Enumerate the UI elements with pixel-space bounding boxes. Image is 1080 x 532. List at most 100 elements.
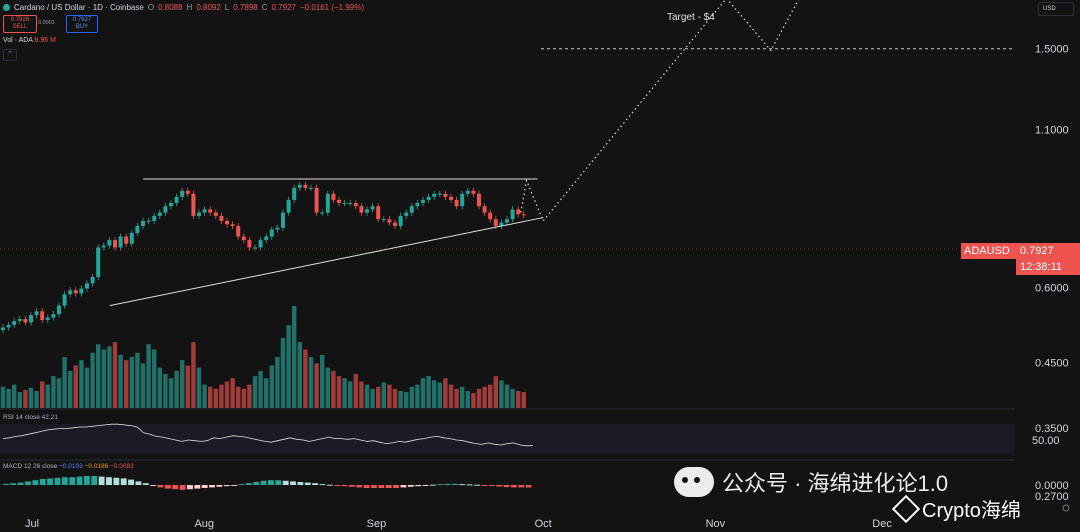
price-axis-label: 1.5000 (1035, 44, 1069, 56)
volume-bar (370, 388, 375, 408)
low-value: 0.7898 (233, 2, 258, 12)
macd-histogram-bar (201, 485, 208, 488)
symbol-header: Cardano / US Dollar · 1D · Coinbase O 0.8… (0, 0, 364, 14)
candle-body (113, 240, 117, 248)
candle-body (213, 212, 218, 216)
macd-histogram-bar (378, 485, 385, 488)
buy-button[interactable]: 0.7927 BUY (66, 15, 98, 33)
wechat-icon (674, 467, 714, 497)
volume-bar (124, 360, 129, 408)
price-axis-label: 0.4500 (1035, 358, 1069, 370)
candle-body (309, 187, 313, 189)
macd-histogram-bar (275, 480, 282, 485)
candle-body (398, 215, 403, 227)
volume-bar (476, 388, 482, 408)
candle-body (73, 290, 78, 294)
macd-histogram-bar (518, 485, 525, 488)
candle-body (1, 327, 5, 331)
volume-bar (415, 384, 420, 408)
candle-body (23, 319, 28, 323)
macd-histogram-bar (128, 479, 134, 485)
volume-bar (320, 354, 325, 408)
projection-path (520, 0, 800, 223)
candle-body (393, 222, 397, 227)
volume-bar (269, 365, 274, 408)
candle-body (325, 193, 330, 213)
candle-body (387, 219, 392, 223)
symbol-title[interactable]: Cardano / US Dollar · 1D · Coinbase (14, 2, 144, 12)
macd-histogram-bar (371, 485, 377, 488)
collapse-legend-icon[interactable]: ⌃ (3, 49, 17, 61)
volume-bar (118, 354, 123, 408)
candle-body (197, 212, 201, 216)
macd-histogram-bar (150, 485, 157, 486)
currency-selector[interactable]: USD (1038, 2, 1074, 16)
macd-histogram-bar (106, 477, 112, 485)
brand-watermark: Crypto海绵 (891, 494, 1021, 523)
macd-histogram-bar (194, 485, 201, 489)
candle-body (521, 214, 526, 216)
macd-histogram-bar (69, 477, 76, 485)
volume-bar (12, 384, 17, 408)
volume-bar (493, 376, 498, 408)
volume-bar (342, 378, 347, 408)
macd-histogram-bar (481, 485, 488, 486)
candle-body (241, 236, 246, 241)
macd-histogram-bar (407, 485, 414, 487)
candle-body (353, 203, 358, 207)
macd-histogram-bar (91, 476, 98, 485)
candle-body (409, 206, 414, 213)
symbol-price-tag: ADAUSD (961, 243, 1020, 259)
candle-body (208, 209, 213, 213)
candle-body (471, 190, 476, 194)
volume-bar (213, 388, 218, 408)
volume-bar (303, 349, 308, 408)
volume-bar (90, 352, 95, 408)
macd-histogram-bar (216, 485, 223, 487)
volume-bar (420, 378, 426, 408)
candle-body (230, 224, 235, 227)
volume-bar (140, 363, 146, 408)
volume-bar (364, 384, 370, 408)
macd-histogram-bar (429, 484, 436, 486)
sell-button[interactable]: 0.7926 SELL (3, 15, 37, 33)
macd-histogram-bar (282, 480, 289, 485)
volume-bar (454, 388, 459, 408)
time-axis-label: Nov (706, 518, 726, 530)
macd-histogram-bar (83, 476, 90, 485)
rsi-legend: RSI 14 close 42.21 (3, 414, 58, 421)
volume-bar (51, 376, 56, 408)
macd-histogram-bar (179, 485, 186, 490)
candle-body (96, 247, 101, 277)
macd-histogram-bar (488, 485, 495, 486)
macd-histogram-bar (157, 485, 164, 488)
volume-bar (191, 342, 196, 408)
time-axis-label: Sep (367, 518, 387, 530)
macd-histogram-bar (61, 477, 68, 485)
macd-histogram-bar (503, 485, 510, 488)
candle-body (157, 212, 162, 216)
candle-body (370, 206, 375, 210)
volume-bar (208, 386, 213, 408)
candle-body (174, 196, 179, 204)
volume-bar (443, 378, 448, 408)
macd-histogram-bar (496, 485, 503, 487)
volume-bar (135, 352, 140, 408)
candle-body (29, 315, 33, 323)
time-axis-label: Dec (872, 518, 892, 530)
volume-bar (314, 363, 319, 408)
candle-body (12, 320, 17, 325)
volume-bar (297, 342, 302, 408)
macd-histogram-bar (135, 481, 142, 485)
candle-body (247, 240, 252, 248)
volume-bar (426, 376, 431, 408)
candle-body (129, 232, 134, 244)
candle-body (314, 187, 319, 213)
macd-histogram-bar (245, 483, 252, 485)
macd-histogram-bar (304, 482, 311, 485)
candle-body (437, 193, 442, 195)
macd-legend: MACD 12 26 close −0.0103 −0.0186 −0.0082 (3, 463, 134, 470)
macd-histogram-bar (422, 485, 429, 486)
candle-body (141, 220, 145, 227)
